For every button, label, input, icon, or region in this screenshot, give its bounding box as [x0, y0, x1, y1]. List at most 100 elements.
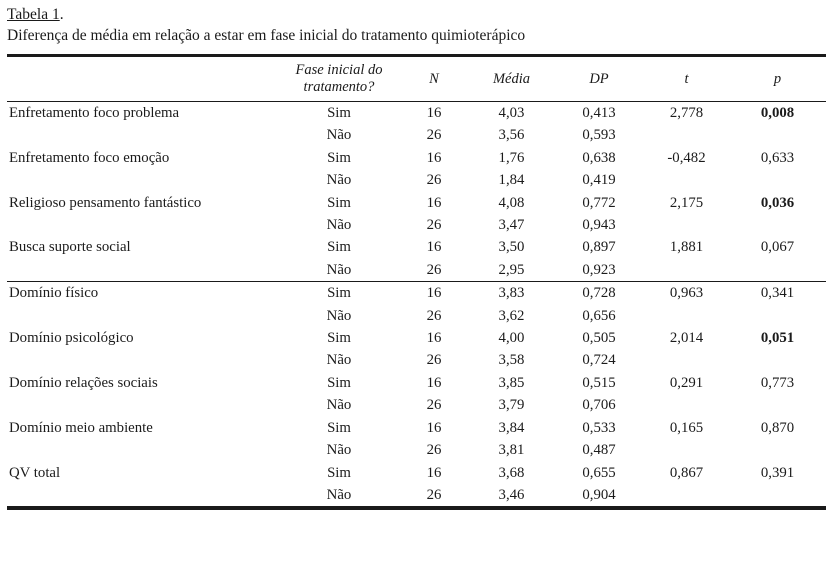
cell-t: [644, 214, 729, 236]
cell-fase: Não: [326, 261, 352, 278]
cell-n: 16: [426, 419, 442, 436]
cell-media: 3,47: [498, 217, 525, 234]
table-row: Domínio relações sociais Sim 16 3,85 0,515 0,…: [7, 372, 826, 394]
cell-dp: 0,728: [554, 281, 644, 305]
cell-p: 0,391: [760, 464, 795, 481]
table-header: Fase inicial do tratamento? N Média DP t…: [7, 55, 826, 102]
cell-fase: Sim: [327, 194, 351, 211]
cell-dp: 0,593: [582, 127, 616, 144]
cell-p: [729, 484, 826, 508]
cell-t: 2,014: [669, 330, 704, 347]
table-row: Domínio psicológico Sim 16 4,00 0,505 2,014 0,…: [7, 327, 826, 349]
table-row: Não 26 3,62 0,656: [7, 305, 826, 327]
table-title-period: .: [59, 6, 64, 23]
cell-dp: 0,533: [582, 419, 616, 436]
cell-n: 16: [426, 149, 442, 166]
cell-fase: Não: [326, 486, 352, 503]
cell-p: 0,633: [760, 149, 795, 166]
cell-fase: Não: [326, 352, 352, 369]
cell-dp: 0,515: [582, 374, 616, 391]
cell-t: [644, 124, 729, 146]
cell-label: [7, 124, 279, 146]
cell-media: 3,56: [498, 127, 525, 144]
header-p: p: [729, 55, 826, 102]
cell-label: [7, 394, 279, 416]
cell-t: 1,881: [669, 239, 704, 256]
table-row: Busca suporte social Sim 16 3,50 0,897 1,881 0…: [7, 236, 826, 258]
table-row: Não 26 3,79 0,706: [7, 394, 826, 416]
cell-dp: 0,904: [582, 486, 616, 503]
cell-media: 3,85: [498, 374, 525, 391]
cell-n: 16: [426, 374, 442, 391]
cell-label: [7, 305, 279, 327]
cell-t: 0,963: [644, 281, 729, 305]
cell-fase: Não: [326, 217, 352, 234]
cell-media: 2,95: [498, 261, 525, 278]
cell-p: [729, 169, 826, 191]
cell-dp: 0,505: [582, 330, 616, 347]
table-row: Não 26 3,58 0,724: [7, 349, 826, 371]
cell-label: Domínio psicológico: [9, 330, 134, 347]
table-row: Não 26 3,81 0,487: [7, 439, 826, 461]
cell-p: [729, 124, 826, 146]
cell-label: Religioso pensamento fantástico: [9, 194, 202, 211]
cell-dp: 0,897: [582, 239, 616, 256]
cell-dp: 0,923: [582, 261, 616, 278]
cell-p: [729, 439, 826, 461]
cell-fase: Não: [326, 172, 352, 189]
cell-t: 0,291: [669, 374, 704, 391]
table-title: Tabela 1.: [7, 4, 826, 25]
cell-p: 0,008: [760, 105, 795, 121]
cell-fase: Sim: [327, 149, 351, 166]
cell-t: [644, 349, 729, 371]
table-row: Religioso pensamento fantástico Sim 16 4,08…: [7, 192, 826, 214]
cell-label: QV total: [9, 464, 61, 481]
cell-t: [644, 394, 729, 416]
cell-media: 3,83: [469, 281, 554, 305]
cell-media: 3,46: [498, 486, 525, 503]
cell-fase: Sim: [327, 105, 351, 121]
table-title-text: Tabela 1: [7, 6, 60, 23]
table-row: Não 26 1,84 0,419: [7, 169, 826, 191]
cell-fase: Sim: [327, 374, 351, 391]
header-variable: [7, 55, 279, 102]
cell-t: [644, 259, 729, 282]
cell-label: [7, 439, 279, 461]
cell-dp: 0,655: [582, 464, 616, 481]
header-n: N: [399, 55, 469, 102]
cell-fase: Sim: [327, 330, 351, 347]
table-row: Não 26 3,47 0,943: [7, 214, 826, 236]
cell-dp: 0,943: [582, 217, 616, 234]
cell-p: [729, 214, 826, 236]
cell-dp: 0,724: [582, 352, 616, 369]
cell-n: 26: [426, 352, 442, 369]
cell-p: [729, 305, 826, 327]
cell-media: 3,81: [498, 442, 525, 459]
cell-fase: Não: [326, 127, 352, 144]
header-t: t: [644, 55, 729, 102]
cell-n: 26: [426, 127, 442, 144]
cell-p: 0,773: [760, 374, 795, 391]
cell-label: [7, 169, 279, 191]
cell-fase: Não: [326, 307, 352, 324]
header-fase-inicial: Fase inicial do tratamento?: [279, 55, 399, 102]
cell-media: 3,50: [498, 239, 525, 256]
cell-media: 4,00: [498, 330, 525, 347]
cell-media: 1,76: [498, 149, 525, 166]
cell-dp: 0,638: [582, 149, 616, 166]
cell-fase: Sim: [327, 464, 351, 481]
table-caption: Diferença de média em relação a estar em…: [7, 27, 526, 44]
cell-dp: 0,419: [582, 172, 616, 189]
cell-n: 26: [426, 261, 442, 278]
table-row: Não 26 2,95 0,923: [7, 259, 826, 282]
table-row: Domínio meio ambiente Sim 16 3,84 0,533 0,165…: [7, 417, 826, 439]
cell-label: [7, 484, 279, 508]
cell-t: -0,482: [667, 149, 706, 166]
table-row: Não 26 3,56 0,593: [7, 124, 826, 146]
cell-t: 0,165: [669, 419, 704, 436]
cell-label: [7, 214, 279, 236]
cell-media: 3,58: [498, 352, 525, 369]
cell-n: 16: [426, 239, 442, 256]
cell-media: 3,79: [498, 397, 525, 414]
